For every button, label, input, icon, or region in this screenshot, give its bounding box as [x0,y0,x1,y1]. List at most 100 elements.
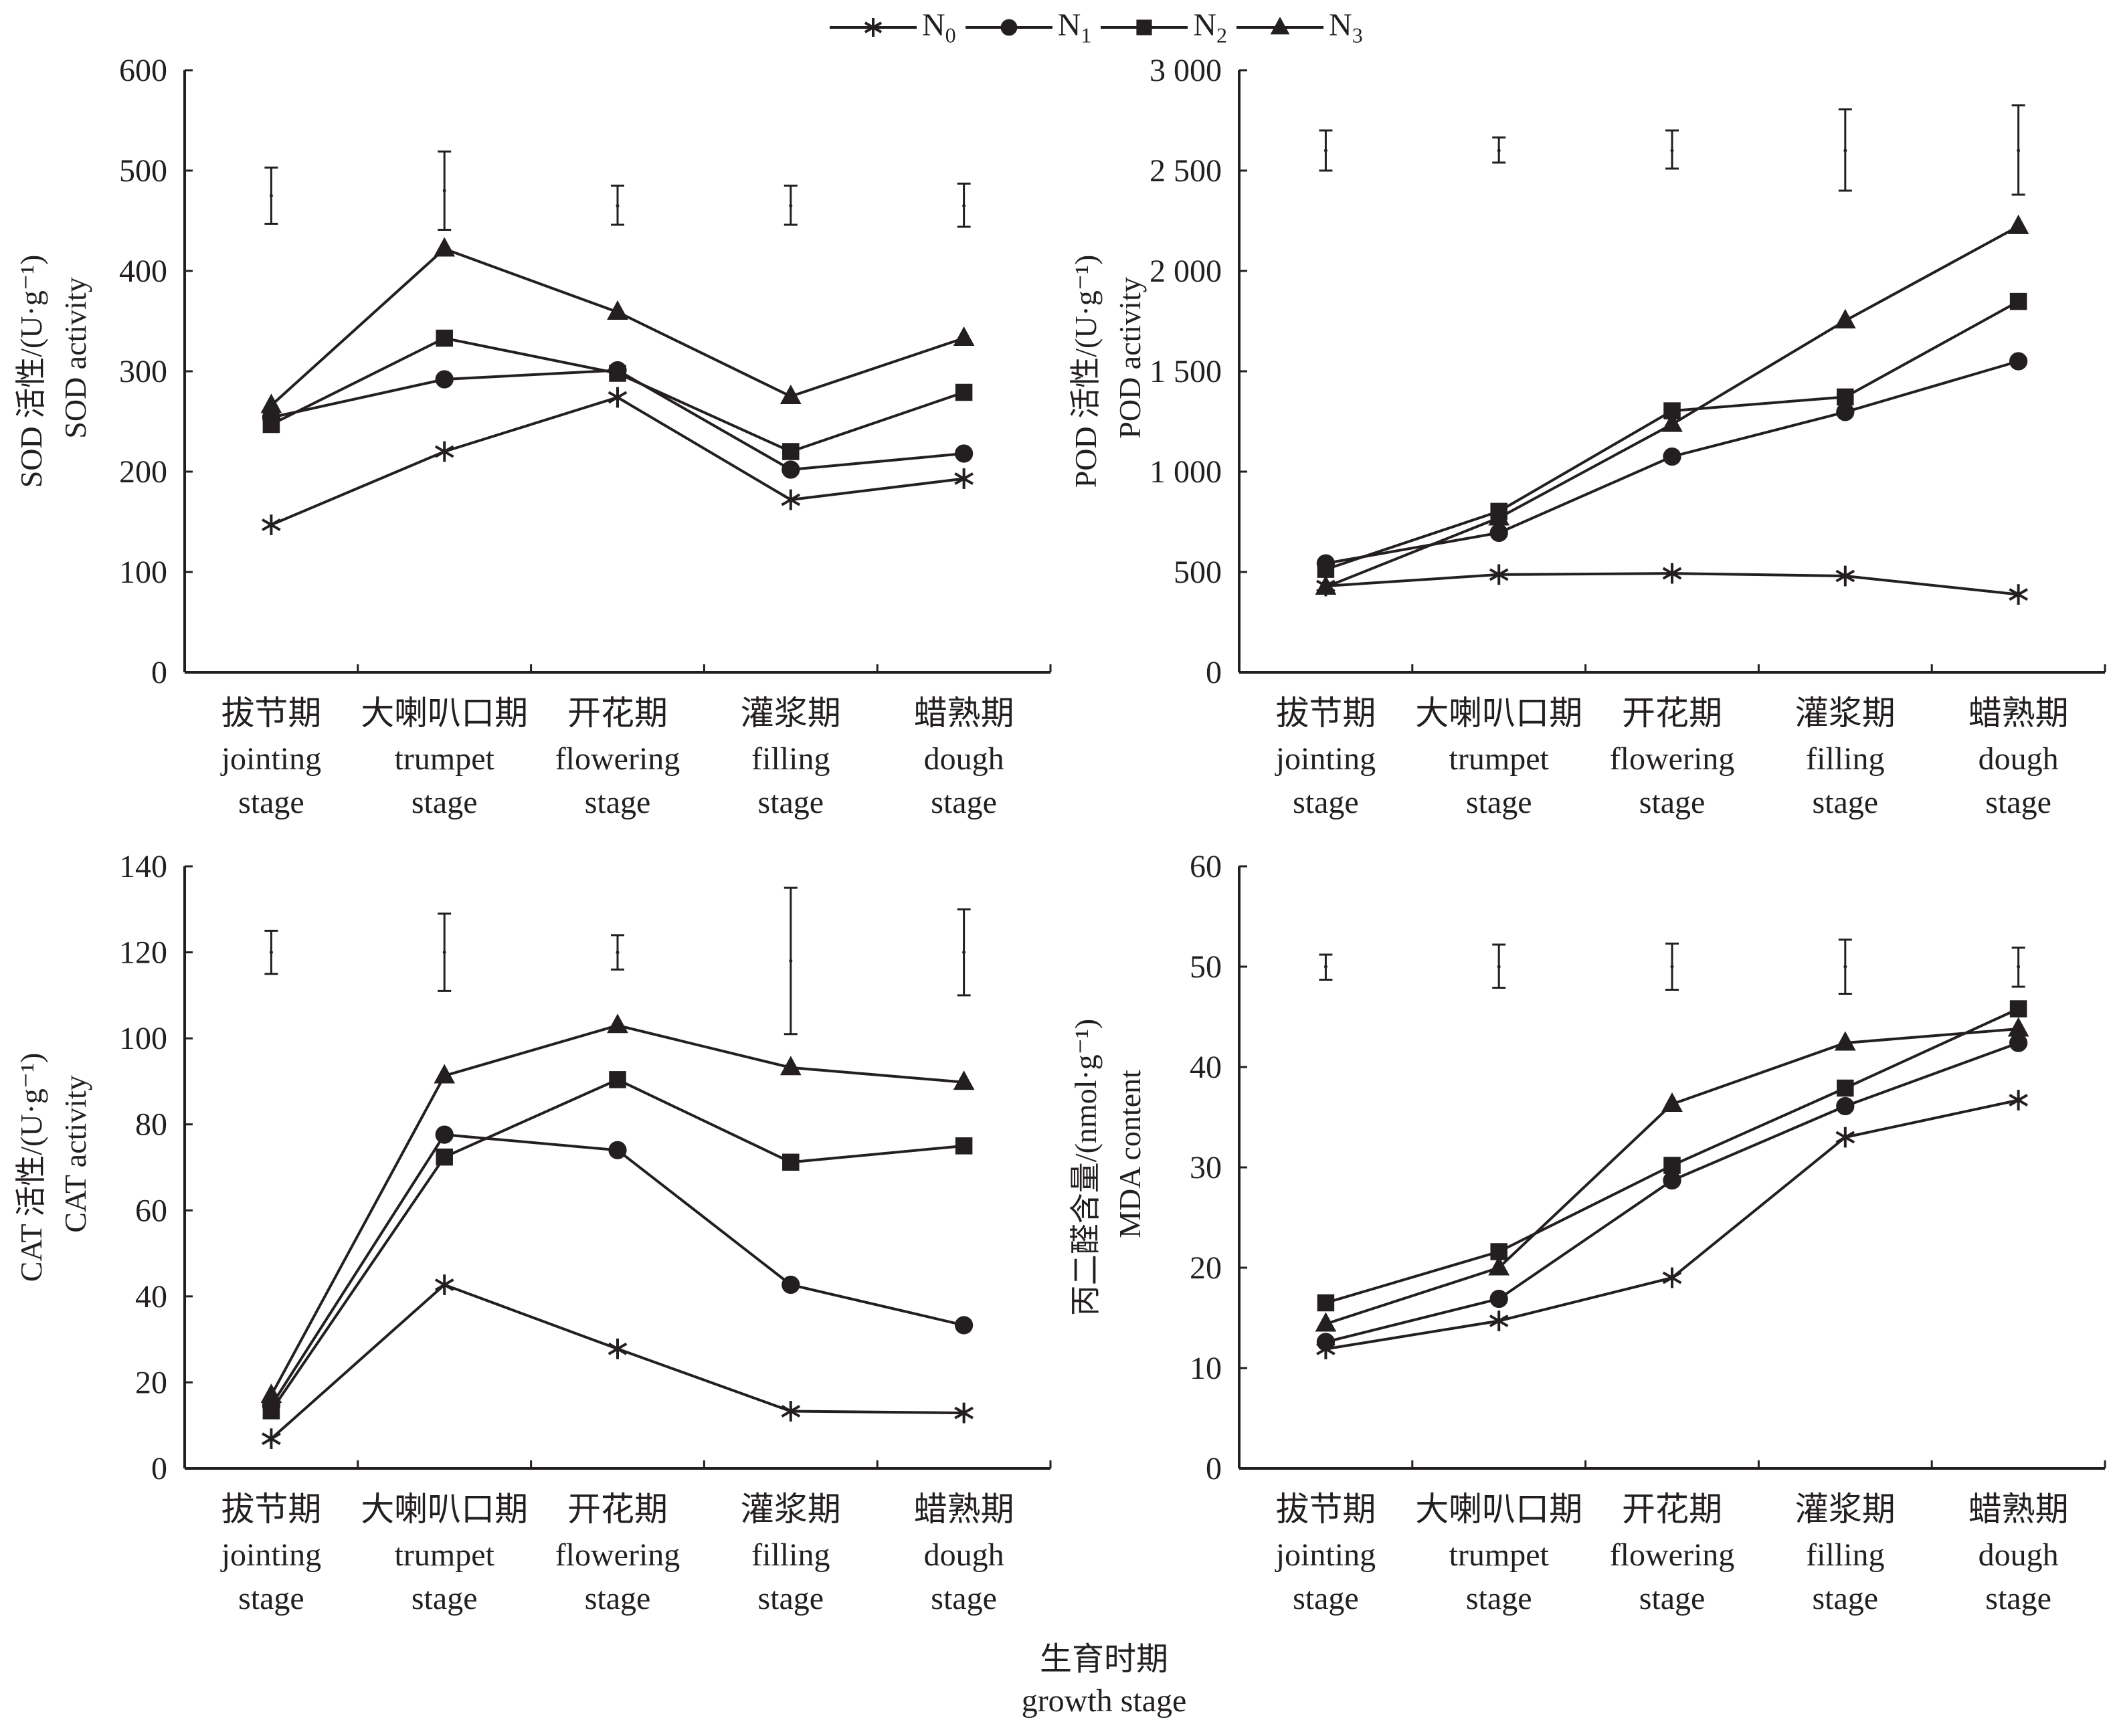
data-point-n0 [781,1401,801,1422]
y-tick-label: 100 [119,555,167,590]
data-point-n3 [607,1014,628,1034]
legend-label: N0 [922,7,956,47]
series-line-n0 [1325,1098,2019,1351]
series-n2 [262,1071,973,1420]
data-point-n1 [782,460,800,479]
x-category-label-en: jointing [1275,741,1376,777]
x-category-label-zh: 开花期 [567,1490,668,1528]
data-point-n0 [1489,564,1509,585]
series-n0 [262,1274,974,1450]
data-point-n0 [2009,1090,2028,1111]
series-line-n3 [270,247,965,407]
pod-chart: 0 500 1 000 1 500 2 000 2 500 3 000 POD 活性/(U·g… [1069,53,2106,820]
legend: N0 N1 N2 N3 [830,4,1363,51]
y-tick-label: 40 [135,1279,167,1315]
error-bar [264,929,278,975]
data-point-n2 [955,383,973,401]
x-category-label-en: trumpet [395,741,495,777]
y-tick-label: 50 [1190,949,1222,985]
y-tick-label: 1 500 [1150,354,1222,389]
data-point-n2 [262,1402,280,1420]
circle-marker-icon [965,19,1052,36]
x-category-label-en: dough [1979,741,2059,777]
data-point-n3 [1488,1256,1510,1276]
data-point-n0 [1835,1127,1855,1148]
x-category-label-en: flowering [1610,1537,1735,1573]
data-point-n1 [1316,1333,1336,1351]
x-category-label-zh: 大喇叭口期 [1415,694,1582,732]
data-point-n2 [1837,1079,1854,1097]
series-line-n1 [270,369,964,472]
data-point-n2 [782,1153,800,1171]
data-point-n1 [1836,403,1855,421]
data-point-n2 [1663,1157,1681,1174]
legend-item-n0: N0 [830,7,956,48]
data-point-n3 [434,1064,456,1084]
x-category-label-zh: 开花期 [567,694,668,732]
x-category-label-en-2: stage [1293,785,1359,820]
x-category-label-zh: 拔节期 [1275,694,1376,732]
error-bar [1838,108,1852,192]
star-marker-icon [830,18,917,37]
y-tick-label: 20 [135,1365,167,1400]
data-point-n3 [953,1070,975,1090]
y-tick-label: 200 [119,454,167,490]
data-point-n3 [1315,575,1337,595]
data-point-n2 [436,1148,453,1166]
x-category-label-zh: 大喇叭口期 [1415,1490,1582,1528]
x-category-label-en-2: stage [1812,785,1878,820]
x-category-label-en: filling [751,1537,830,1573]
x-category-label-zh: 拔节期 [221,1490,321,1528]
data-point-n3 [780,1056,802,1076]
data-point-n2 [609,1071,626,1088]
error-bar [784,886,798,1036]
y-axis-label-zh: CAT 活性/(U·g⁻¹) [14,1053,48,1282]
error-bar [438,151,452,231]
error-bar [1665,129,1679,170]
y-tick-label: 500 [1174,555,1222,590]
x-category-label-en-2: stage [238,785,304,820]
x-category-label-zh: 拔节期 [1275,1490,1376,1528]
y-tick-label: 80 [135,1107,167,1143]
legend-label: N1 [1057,7,1092,47]
x-category-label-en-2: stage [1985,1581,2051,1616]
x-category-label-zh: 大喇叭口期 [361,1490,528,1528]
x-category-label-zh: 开花期 [1622,1490,1722,1528]
data-point-n1 [435,1125,454,1144]
series-n1 [1316,1034,2028,1351]
data-point-n1 [1663,447,1681,466]
data-point-n3 [1834,1031,1856,1051]
x-category-label-zh: 开花期 [1622,694,1722,732]
data-point-n0 [608,387,628,408]
series-n3 [260,237,975,413]
data-point-n2 [955,1137,973,1155]
error-bar [1319,953,1333,981]
data-point-n0 [608,1338,628,1359]
series-line-n1 [270,1133,965,1407]
x-category-label-en-2: stage [1639,1581,1706,1616]
y-tick-label: 600 [119,53,167,88]
error-bar [438,912,452,992]
error-bar [957,908,971,997]
error-bar [1492,136,1506,164]
x-category-label-en-2: stage [931,785,997,820]
y-tick-label: 0 [1206,655,1222,690]
x-category-label-en: flowering [555,741,680,777]
data-point-n0 [434,441,454,462]
data-point-n1 [1836,1096,1855,1116]
data-point-n3 [1315,1312,1337,1332]
series-n2 [262,329,973,460]
error-bar [1492,943,1506,989]
data-point-n3 [2007,1017,2029,1037]
x-category-label-en: filling [1806,741,1884,777]
data-point-n0 [262,514,281,535]
x-category-label-zh: 灌浆期 [741,694,841,732]
data-point-n3 [607,300,628,320]
x-axis-title: 生育时期 growth stage [964,1639,1245,1722]
x-category-label-en: dough [1979,1537,2059,1573]
data-point-n1 [782,1275,800,1294]
data-point-n3 [780,384,802,404]
series-n0 [262,387,974,535]
data-point-n1 [2009,352,2028,371]
x-category-label-zh: 蜡熟期 [1968,694,2069,732]
